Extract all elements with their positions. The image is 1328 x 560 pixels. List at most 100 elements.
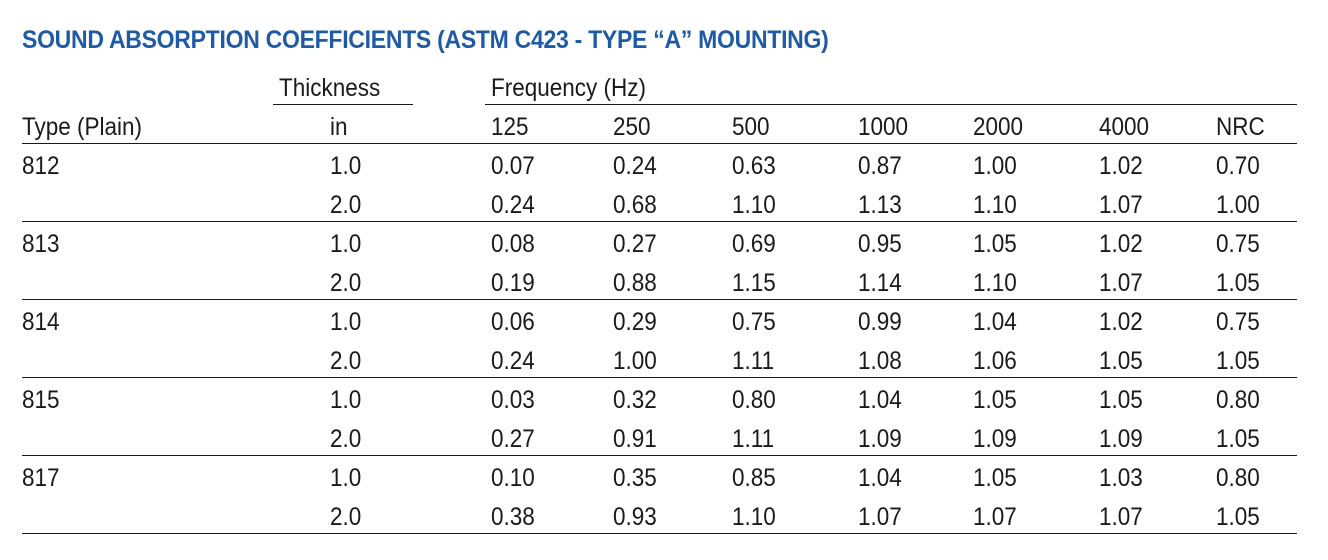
- coefficient-value: 1.07: [1099, 269, 1143, 297]
- coefficient-value: 0.63: [732, 152, 776, 180]
- coefficient-value: 0.06: [491, 308, 535, 336]
- coefficient-value: 0.29: [613, 308, 657, 336]
- group-divider: [22, 377, 1297, 378]
- thickness-value: 1.0: [330, 308, 362, 336]
- coefficient-value: 1.05: [1099, 386, 1143, 414]
- coefficient-value: 0.68: [613, 191, 657, 219]
- coefficient-value: 0.85: [732, 464, 776, 492]
- thickness-value: 2.0: [330, 269, 362, 297]
- coefficient-value: 0.95: [858, 230, 902, 258]
- thickness-value: 1.0: [330, 230, 362, 258]
- column-header-500: 500: [732, 113, 770, 141]
- coefficient-value: 1.05: [1216, 503, 1260, 531]
- coefficient-value: 1.05: [1216, 269, 1260, 297]
- coefficient-value: 1.15: [732, 269, 776, 297]
- coefficient-value: 0.75: [732, 308, 776, 336]
- coefficient-value: 0.80: [1216, 386, 1260, 414]
- frequency-group-header: Frequency (Hz): [491, 74, 647, 102]
- coefficient-value: 1.10: [732, 191, 776, 219]
- coefficient-value: 1.02: [1099, 308, 1143, 336]
- type-label: 815: [22, 386, 60, 414]
- coefficient-value: 1.10: [973, 269, 1017, 297]
- type-label: 817: [22, 464, 60, 492]
- coefficient-value: 0.27: [613, 230, 657, 258]
- group-divider: [22, 299, 1297, 300]
- coefficient-value: 0.99: [858, 308, 902, 336]
- coefficient-value: 1.13: [858, 191, 902, 219]
- type-label: 814: [22, 308, 60, 336]
- header-rule: [22, 143, 1297, 144]
- column-header-4000: 4000: [1099, 113, 1150, 141]
- column-header-2000: 2000: [973, 113, 1024, 141]
- coefficient-value: 1.04: [858, 386, 902, 414]
- coefficient-value: 0.03: [491, 386, 535, 414]
- coefficient-value: 1.09: [1099, 425, 1143, 453]
- coefficient-value: 1.00: [613, 347, 657, 375]
- type-label: 812: [22, 152, 60, 180]
- coefficient-value: 0.32: [613, 386, 657, 414]
- coefficient-value: 0.87: [858, 152, 902, 180]
- coefficient-value: 1.00: [973, 152, 1017, 180]
- frequency-header-rule: [485, 104, 1297, 105]
- coefficient-value: 0.24: [491, 191, 535, 219]
- column-header-250: 250: [613, 113, 651, 141]
- coefficient-value: 1.04: [973, 308, 1017, 336]
- coefficient-value: 0.35: [613, 464, 657, 492]
- table-title: SOUND ABSORPTION COEFFICIENTS (ASTM C423…: [22, 26, 829, 54]
- coefficient-value: 0.08: [491, 230, 535, 258]
- coefficient-value: 0.24: [491, 347, 535, 375]
- coefficient-value: 0.70: [1216, 152, 1260, 180]
- coefficient-value: 0.19: [491, 269, 535, 297]
- coefficient-value: 1.08: [858, 347, 902, 375]
- coefficient-value: 1.05: [1216, 425, 1260, 453]
- coefficient-value: 0.24: [613, 152, 657, 180]
- group-divider: [22, 221, 1297, 222]
- coefficient-value: 0.80: [732, 386, 776, 414]
- coefficient-value: 1.07: [973, 503, 1017, 531]
- coefficient-value: 0.38: [491, 503, 535, 531]
- group-divider: [22, 533, 1297, 534]
- thickness-value: 2.0: [330, 425, 362, 453]
- column-header-125: 125: [491, 113, 529, 141]
- coefficient-value: 0.93: [613, 503, 657, 531]
- coefficient-value: 1.05: [973, 230, 1017, 258]
- thickness-value: 2.0: [330, 347, 362, 375]
- coefficient-value: 0.75: [1216, 308, 1260, 336]
- coefficient-value: 1.07: [858, 503, 902, 531]
- coefficient-value: 1.10: [973, 191, 1017, 219]
- coefficient-value: 0.91: [613, 425, 657, 453]
- coefficient-value: 0.75: [1216, 230, 1260, 258]
- coefficient-value: 0.07: [491, 152, 535, 180]
- thickness-header-rule: [273, 104, 413, 105]
- thickness-unit-header: in: [330, 113, 348, 141]
- coefficient-value: 0.27: [491, 425, 535, 453]
- thickness-value: 2.0: [330, 503, 362, 531]
- coefficient-value: 1.02: [1099, 230, 1143, 258]
- coefficient-value: 1.03: [1099, 464, 1143, 492]
- coefficient-value: 1.05: [973, 464, 1017, 492]
- coefficient-value: 1.05: [1216, 347, 1260, 375]
- coefficient-value: 1.09: [973, 425, 1017, 453]
- coefficient-value: 1.05: [973, 386, 1017, 414]
- thickness-value: 1.0: [330, 386, 362, 414]
- group-divider: [22, 455, 1297, 456]
- coefficient-value: 1.07: [1099, 503, 1143, 531]
- type-label: 813: [22, 230, 60, 258]
- thickness-group-header: Thickness: [279, 74, 381, 102]
- thickness-value: 1.0: [330, 464, 362, 492]
- coefficient-value: 1.00: [1216, 191, 1260, 219]
- coefficient-value: 1.02: [1099, 152, 1143, 180]
- coefficient-value: 1.10: [732, 503, 776, 531]
- thickness-value: 2.0: [330, 191, 362, 219]
- coefficient-value: 1.11: [732, 425, 775, 453]
- coefficient-value: 1.06: [973, 347, 1017, 375]
- thickness-value: 1.0: [330, 152, 362, 180]
- coefficient-value: 1.14: [858, 269, 902, 297]
- coefficient-value: 0.80: [1216, 464, 1260, 492]
- coefficient-value: 1.07: [1099, 191, 1143, 219]
- coefficient-value: 0.88: [613, 269, 657, 297]
- column-header-1000: 1000: [858, 113, 909, 141]
- coefficient-value: 1.05: [1099, 347, 1143, 375]
- coefficient-value: 1.09: [858, 425, 902, 453]
- coefficient-value: 1.04: [858, 464, 902, 492]
